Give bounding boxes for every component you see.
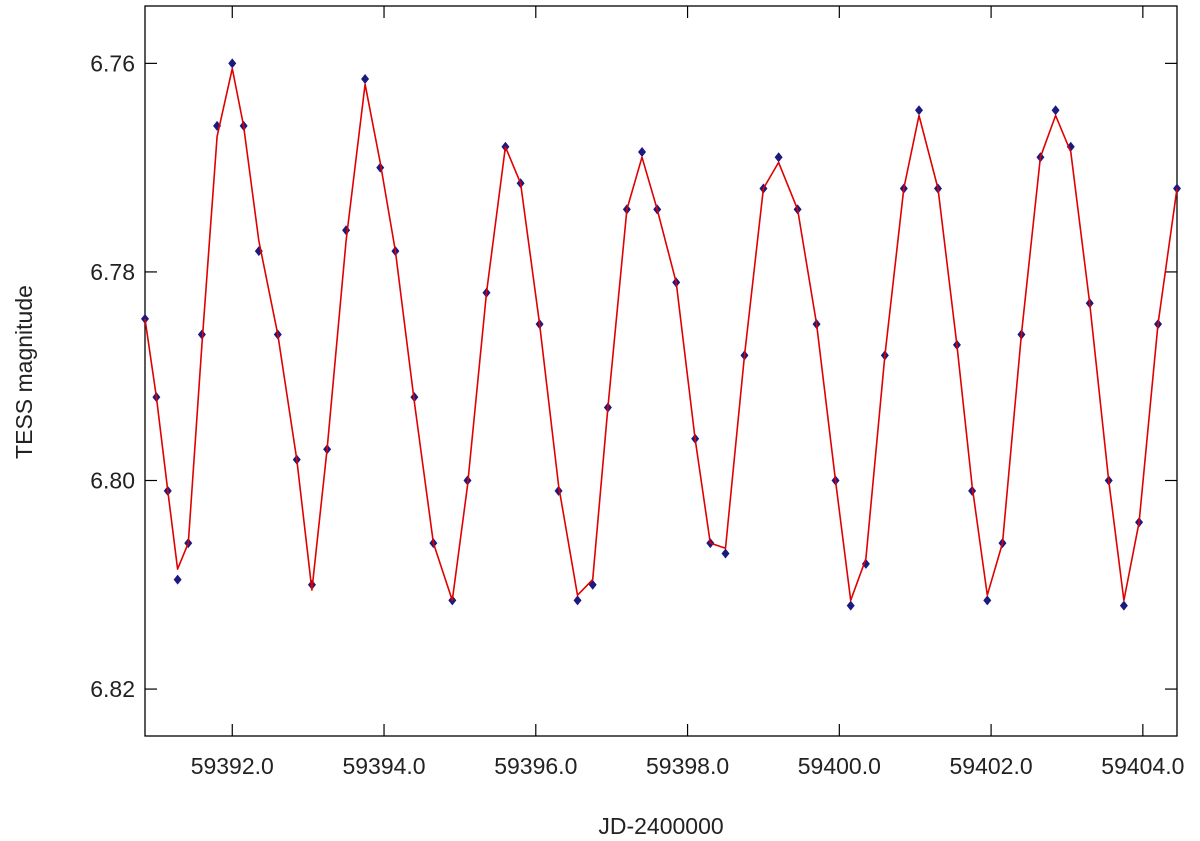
x-tick-label: 59402.0 (950, 753, 1033, 779)
x-tick-label: 59394.0 (342, 753, 425, 779)
data-point (173, 574, 182, 585)
data-point (141, 313, 149, 324)
data-point (1119, 600, 1128, 611)
data-point (774, 152, 783, 163)
data-point (573, 595, 582, 606)
data-point (228, 58, 237, 69)
y-axis-ticks: 6.76 6.78 6.80 6.82 (90, 50, 1177, 702)
y-tick-label: 6.82 (90, 676, 135, 702)
data-point (915, 105, 923, 116)
y-tick-label: 6.80 (90, 468, 135, 494)
x-tick-label: 59398.0 (646, 753, 729, 779)
x-axis-ticks: 59392.0 59394.0 59396.0 59398.0 59400.0 59402… (191, 6, 1184, 779)
fit-curve (144, 67, 1178, 602)
x-axis-title: JD-2400000 (598, 813, 723, 839)
data-point (361, 74, 370, 84)
data-point (638, 147, 647, 157)
data-point (721, 548, 730, 559)
x-tick-label: 59396.0 (494, 753, 577, 779)
fit-line (144, 67, 1178, 602)
x-tick-label: 59404.0 (1101, 753, 1184, 779)
y-tick-label: 6.76 (90, 50, 135, 76)
x-tick-label: 59400.0 (798, 753, 881, 779)
plot-area-frame (144, 5, 1178, 737)
data-point (1051, 105, 1060, 116)
data-point (983, 595, 992, 606)
x-tick-label: 59392.0 (191, 753, 274, 779)
y-tick-label: 6.78 (90, 259, 135, 285)
y-axis-title: TESS magnitude (11, 285, 37, 459)
data-point (1066, 141, 1075, 152)
data-point (846, 600, 855, 611)
